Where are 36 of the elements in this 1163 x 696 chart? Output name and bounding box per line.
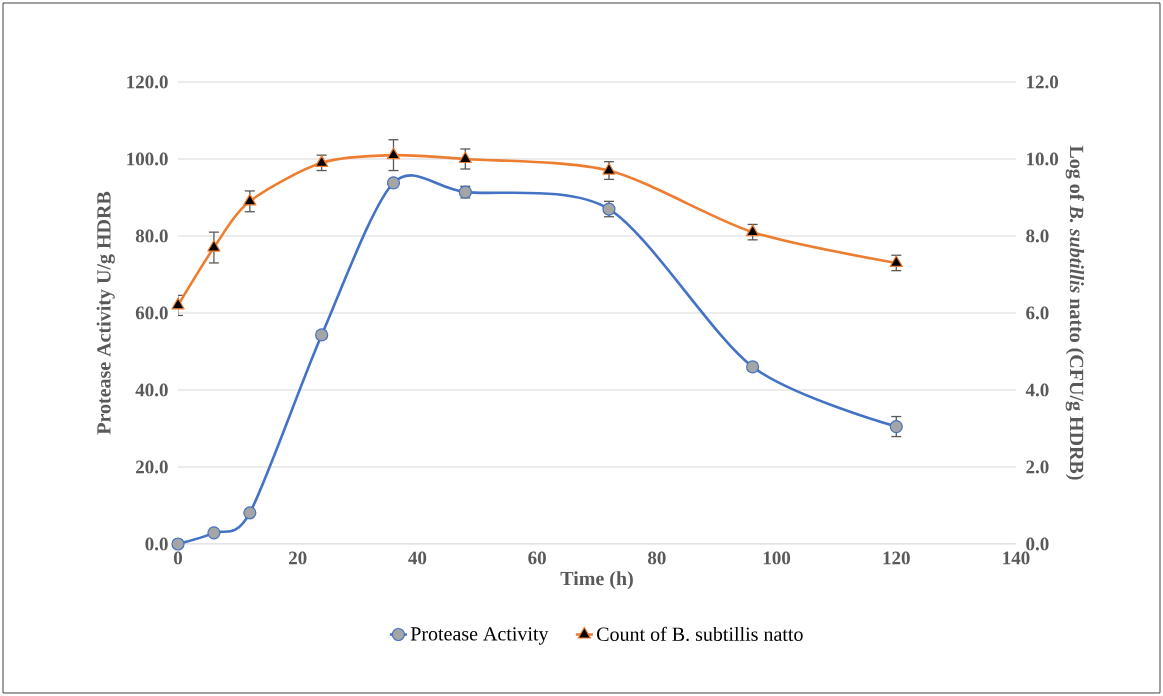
- point: [386, 147, 401, 160]
- x-tick-label: 20: [289, 551, 307, 565]
- y2-tick-label: 0.0: [1026, 537, 1049, 551]
- y2-tick-label: 6.0: [1026, 306, 1049, 320]
- y2-axis-title: Log of B. subtillis natto (CFU/g HDRB): [1065, 145, 1085, 480]
- point: [745, 224, 760, 237]
- y2-tick-label: 4.0: [1025, 383, 1049, 397]
- y-axis-title: Protease Activity U/g HDRB: [96, 191, 115, 435]
- point: [207, 526, 221, 540]
- x-tick-label: 100: [763, 551, 791, 565]
- point: [243, 506, 257, 520]
- y-tick-label: 60.0: [135, 306, 168, 320]
- point: [889, 419, 903, 434]
- y-tick-label: 0.0: [145, 537, 168, 551]
- legend-label: Count of B. subtillis natto: [597, 626, 803, 642]
- x-tick-label: 120: [883, 551, 910, 565]
- x-tick-label: 80: [647, 551, 666, 565]
- x-axis-title: Time (h): [560, 571, 633, 590]
- x-tick-label: 140: [1003, 551, 1030, 565]
- y2-tick-label: 8.0: [1026, 229, 1049, 243]
- point: [207, 239, 221, 252]
- y-tick-label: 20.0: [136, 460, 168, 474]
- x-tick-label: 60: [528, 551, 546, 565]
- legend-label: Protease Activity: [410, 627, 549, 645]
- y2-tick-label: 2.0: [1026, 460, 1049, 474]
- point: [889, 255, 903, 268]
- y2-tick-label: 12.0: [1027, 75, 1059, 89]
- y2-tick-label: 10.0: [1027, 152, 1059, 166]
- y-tick-label: 40.0: [135, 383, 168, 397]
- x-tick-label: 0: [173, 551, 183, 565]
- y-tick-label: 120.0: [127, 75, 168, 89]
- point: [386, 176, 401, 190]
- point: [171, 537, 185, 551]
- y-tick-label: 100.0: [127, 152, 168, 166]
- y-tick-label: 80.0: [135, 229, 168, 243]
- x-tick-label: 40: [408, 551, 427, 565]
